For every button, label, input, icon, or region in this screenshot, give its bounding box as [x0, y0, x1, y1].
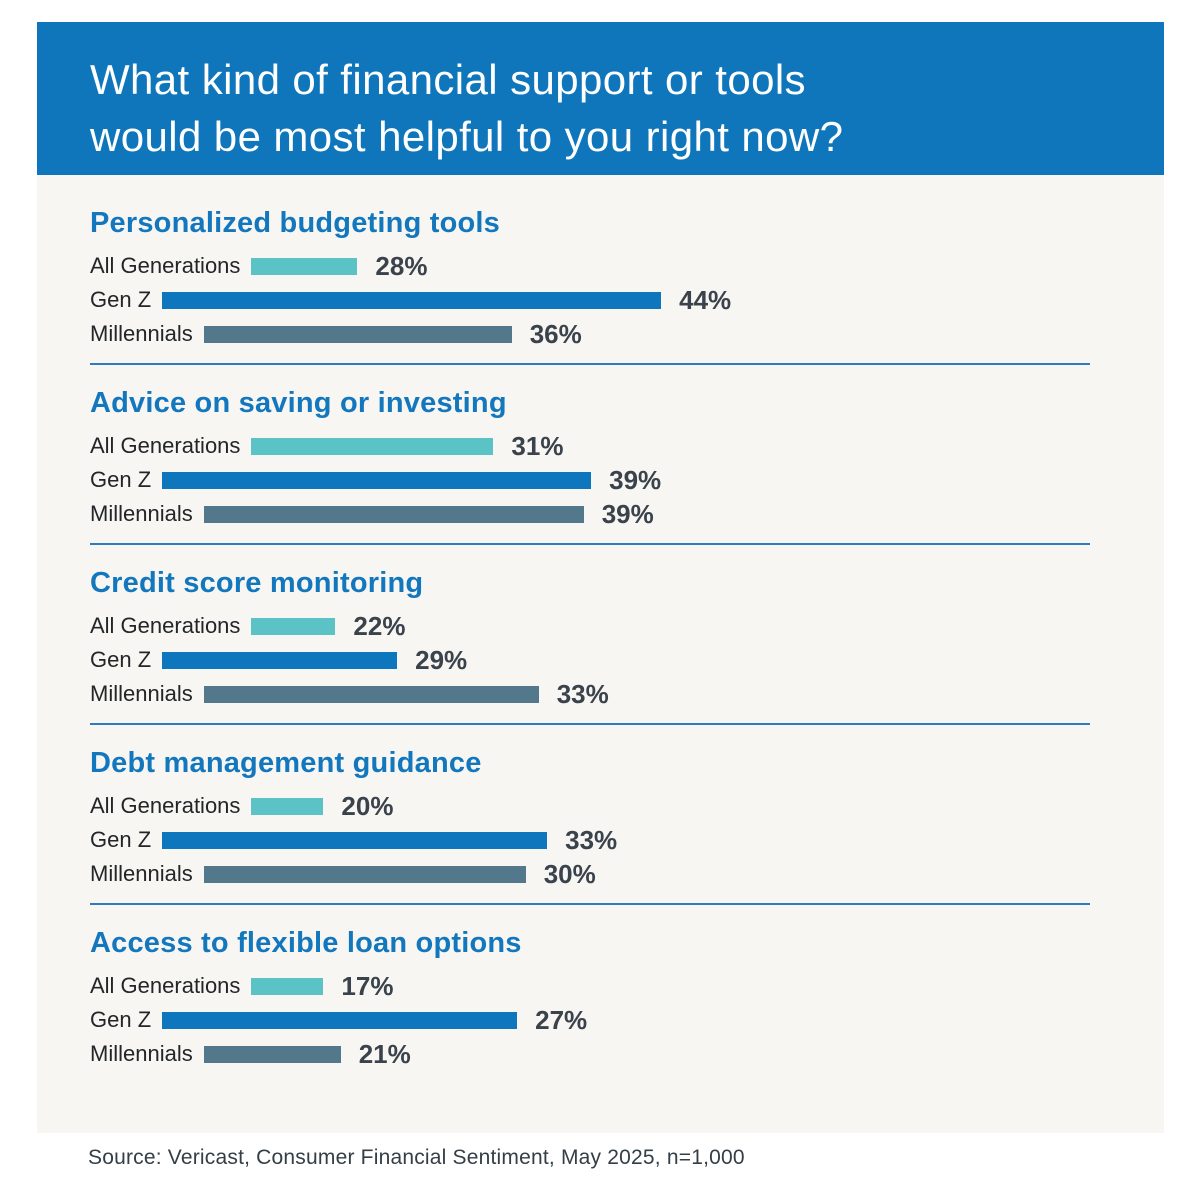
bar-row: All Generations 22%: [90, 609, 1127, 643]
bar-gen-z: [162, 471, 592, 489]
chart-section-advice-on-saving-or-investing: Advice on saving or investing All Genera…: [90, 365, 1127, 545]
bar-row: Millennials 21%: [90, 1037, 1127, 1071]
bar-row: Gen Z 33%: [90, 823, 1127, 857]
bar-all-generations: [251, 797, 324, 815]
value-label: 31%: [511, 430, 564, 461]
category-label-gen-z: Gen Z: [90, 1007, 152, 1032]
category-label-millennials: Millennials: [90, 861, 193, 886]
bar-gen-z: [162, 1011, 518, 1029]
category-label-millennials: Millennials: [90, 501, 193, 526]
bar-gen-z: [162, 291, 662, 309]
category-label-millennials: Millennials: [90, 681, 193, 706]
value-label: 30%: [543, 858, 596, 889]
section-title: Credit score monitoring: [90, 567, 424, 599]
section-title: Debt management guidance: [90, 747, 482, 779]
section-divider: [90, 723, 1090, 725]
bar-gen-z: [162, 651, 398, 669]
section-divider: [90, 543, 1090, 545]
bar-row: Gen Z 44%: [90, 283, 1127, 317]
bar-row: Gen Z 39%: [90, 463, 1127, 497]
section-title: Access to flexible loan options: [90, 927, 522, 959]
bar-all-generations: [251, 437, 494, 455]
bar-row: All Generations 28%: [90, 249, 1127, 283]
bar-row: Millennials 33%: [90, 677, 1127, 711]
category-label-all-generations: All Generations: [90, 973, 241, 998]
value-label: 22%: [353, 610, 406, 641]
bar-row: All Generations 17%: [90, 969, 1127, 1003]
bar-gen-z: [162, 831, 548, 849]
bar-row: All Generations 20%: [90, 789, 1127, 823]
value-label: 33%: [565, 824, 618, 855]
bar-rows: All Generations 28% Gen Z 44% Millennial…: [90, 249, 1127, 351]
category-label-millennials: Millennials: [90, 1041, 193, 1066]
bar-row: Gen Z 27%: [90, 1003, 1127, 1037]
section-divider: [90, 903, 1090, 905]
section-divider: [90, 363, 1090, 365]
bar-rows: All Generations 20% Gen Z 33% Millennial…: [90, 789, 1127, 891]
chart-section-debt-management-guidance: Debt management guidance All Generations…: [90, 725, 1127, 905]
bar-row: Millennials 39%: [90, 497, 1127, 531]
page-title: What kind of financial support or tools …: [90, 51, 1124, 165]
header-band: What kind of financial support or tools …: [37, 22, 1164, 175]
bar-millennials: [203, 505, 584, 523]
bar-rows: All Generations 31% Gen Z 39% Millennial…: [90, 429, 1127, 531]
chart-section-personalized-budgeting-tools: Personalized budgeting tools All Generat…: [90, 207, 1127, 365]
bar-rows: All Generations 22% Gen Z 29% Millennial…: [90, 609, 1127, 711]
value-label: 28%: [375, 250, 428, 281]
bar-all-generations: [251, 977, 324, 995]
source-attribution: Source: Vericast, Consumer Financial Sen…: [88, 1146, 745, 1169]
category-label-all-generations: All Generations: [90, 613, 241, 638]
value-label: 21%: [358, 1038, 411, 1069]
bar-row: Gen Z 29%: [90, 643, 1127, 677]
chart-section-credit-score-monitoring: Credit score monitoring All Generations …: [90, 545, 1127, 725]
bar-millennials: [203, 865, 526, 883]
bar-row: All Generations 31%: [90, 429, 1127, 463]
value-label: 27%: [535, 1004, 588, 1035]
bar-all-generations: [251, 257, 358, 275]
infographic-card: What kind of financial support or tools …: [37, 22, 1164, 1133]
bar-millennials: [203, 325, 512, 343]
page-title-line2: would be most helpful to you right now?: [90, 113, 844, 160]
category-label-all-generations: All Generations: [90, 433, 241, 458]
category-label-gen-z: Gen Z: [90, 287, 152, 312]
bar-row: Millennials 36%: [90, 317, 1127, 351]
value-label: 39%: [601, 498, 654, 529]
section-title: Advice on saving or investing: [90, 387, 507, 419]
category-label-gen-z: Gen Z: [90, 647, 152, 672]
chart-section-access-to-flexible-loan-options: Access to flexible loan options All Gene…: [90, 905, 1127, 1071]
bar-millennials: [203, 685, 539, 703]
value-label: 39%: [609, 464, 662, 495]
value-label: 33%: [556, 678, 609, 709]
bar-millennials: [203, 1045, 341, 1063]
value-label: 44%: [679, 284, 732, 315]
category-label-all-generations: All Generations: [90, 793, 241, 818]
section-title: Personalized budgeting tools: [90, 207, 501, 239]
category-label-all-generations: All Generations: [90, 253, 241, 278]
category-label-millennials: Millennials: [90, 321, 193, 346]
value-label: 36%: [529, 318, 582, 349]
value-label: 29%: [415, 644, 468, 675]
page-title-line1: What kind of financial support or tools: [90, 56, 806, 103]
value-label: 17%: [341, 970, 394, 1001]
value-label: 20%: [341, 790, 394, 821]
category-label-gen-z: Gen Z: [90, 827, 152, 852]
chart-content: Personalized budgeting tools All Generat…: [37, 175, 1164, 1071]
category-label-gen-z: Gen Z: [90, 467, 152, 492]
bar-rows: All Generations 17% Gen Z 27% Millennial…: [90, 969, 1127, 1071]
bar-row: Millennials 30%: [90, 857, 1127, 891]
bar-all-generations: [251, 617, 336, 635]
